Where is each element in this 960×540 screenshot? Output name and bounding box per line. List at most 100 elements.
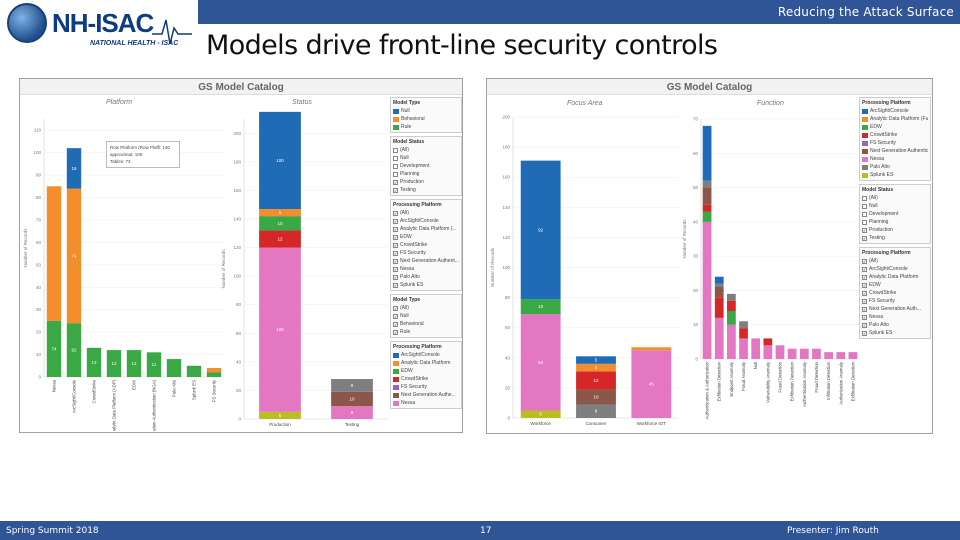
bar-segment[interactable] xyxy=(206,368,222,373)
filter-checkbox-item[interactable]: ✓ Behavioral xyxy=(393,320,459,328)
bar-segment[interactable] xyxy=(727,293,736,301)
filter-checkbox-item[interactable]: ✓ Next Generation Authent... xyxy=(393,257,459,265)
bar-segment[interactable] xyxy=(702,221,712,359)
filter-checkbox-item[interactable]: Planning xyxy=(393,170,459,178)
bar-segment[interactable] xyxy=(702,180,712,188)
checkbox-icon[interactable]: ✓ xyxy=(393,218,398,224)
filter-checkbox-item[interactable]: ✓ ArcSight/Console xyxy=(393,217,459,225)
filter-checkbox-item[interactable]: ✓ CrowdStrike xyxy=(862,289,928,297)
bar-segment[interactable] xyxy=(46,320,62,377)
checkbox-icon[interactable]: ✓ xyxy=(393,258,398,264)
bar-segment[interactable] xyxy=(86,347,102,377)
filter-checkbox-item[interactable]: ✓ EDW xyxy=(862,281,928,289)
bar-segment[interactable] xyxy=(714,297,724,318)
filter-checkbox-item[interactable]: ✓ Palo Alto xyxy=(393,273,459,281)
filter-checkbox-item[interactable]: ✓ Analytic Data Platform (... xyxy=(393,225,459,233)
checkbox-icon[interactable]: ✓ xyxy=(862,306,867,312)
bar-segment[interactable] xyxy=(775,345,785,359)
bar-segment[interactable] xyxy=(824,352,833,359)
bar-segment[interactable] xyxy=(331,406,373,419)
bar-segment[interactable] xyxy=(836,352,846,359)
bar-segment[interactable] xyxy=(631,350,672,418)
bar-segment[interactable] xyxy=(739,321,748,329)
checkbox-icon[interactable]: ✓ xyxy=(393,266,398,272)
bar-segment[interactable] xyxy=(520,160,561,300)
filter-checkbox-item[interactable]: ✓ CrowdStrike xyxy=(393,241,459,249)
bar-segment[interactable] xyxy=(259,216,301,231)
bar-segment[interactable] xyxy=(799,348,809,359)
bar-segment[interactable] xyxy=(259,209,301,217)
filter-checkbox-item[interactable]: ✓ EDW xyxy=(393,233,459,241)
checkbox-icon[interactable]: ✓ xyxy=(862,314,867,320)
bar-segment[interactable] xyxy=(714,317,724,359)
checkbox-icon[interactable]: ✓ xyxy=(393,210,398,216)
bar-segment[interactable] xyxy=(106,350,122,377)
bar-segment[interactable] xyxy=(812,348,821,359)
bar-segment[interactable] xyxy=(714,283,724,287)
bar-segment[interactable] xyxy=(702,211,712,222)
filter-checkbox-item[interactable]: Development xyxy=(862,210,928,218)
bar-segment[interactable] xyxy=(576,363,616,372)
filter-checkbox-item[interactable]: ✓ Production xyxy=(393,178,459,186)
bar-segment[interactable] xyxy=(576,404,616,418)
filter-checkbox-item[interactable]: ✓ Testing xyxy=(862,234,928,242)
filter-checkbox-item[interactable]: ✓ (All) xyxy=(393,209,459,217)
bar-segment[interactable] xyxy=(520,314,561,411)
filter-checkbox-item[interactable]: Planning xyxy=(862,218,928,226)
filter-checkbox-item[interactable]: ✓ Splunk ES xyxy=(862,329,928,337)
filter-checkbox-item[interactable]: ✓ (All) xyxy=(393,304,459,312)
checkbox-icon[interactable]: ✓ xyxy=(862,235,867,241)
filter-checkbox-item[interactable]: ✓ Null xyxy=(393,312,459,320)
checkbox-icon[interactable]: ✓ xyxy=(393,250,398,256)
bar-segment[interactable] xyxy=(186,365,202,377)
filter-checkbox-item[interactable]: ✓ Rule xyxy=(393,328,459,336)
checkbox-icon[interactable]: ✓ xyxy=(393,187,398,193)
filter-checkbox-item[interactable]: ✓ FS Security xyxy=(393,249,459,257)
checkbox-icon[interactable]: ✓ xyxy=(862,298,867,304)
bar-segment[interactable] xyxy=(714,276,724,284)
filter-checkbox-item[interactable]: ✓ Palo Alto xyxy=(862,321,928,329)
checkbox-icon[interactable]: ✓ xyxy=(393,305,398,311)
bar-segment[interactable] xyxy=(739,328,748,339)
bar-segment[interactable] xyxy=(331,379,373,392)
checkbox-icon[interactable]: ✓ xyxy=(862,290,867,296)
checkbox-icon[interactable]: ✓ xyxy=(862,227,867,233)
bar-segment[interactable] xyxy=(206,372,222,377)
filter-checkbox-item[interactable]: Null xyxy=(862,202,928,210)
checkbox-icon[interactable]: ✓ xyxy=(393,321,398,327)
bar-segment[interactable] xyxy=(727,324,736,359)
filter-checkbox-item[interactable]: ✓ Testing xyxy=(393,186,459,194)
checkbox-icon[interactable]: ✓ xyxy=(862,282,867,288)
checkbox-icon[interactable] xyxy=(862,203,867,209)
bar-segment[interactable] xyxy=(702,204,712,212)
checkbox-icon[interactable]: ✓ xyxy=(862,274,867,280)
bar-segment[interactable] xyxy=(702,125,712,181)
bar-segment[interactable] xyxy=(702,187,712,205)
checkbox-icon[interactable]: ✓ xyxy=(393,179,398,185)
filter-checkbox-item[interactable]: (All) xyxy=(862,194,928,202)
bar-segment[interactable] xyxy=(714,287,724,298)
checkbox-icon[interactable]: ✓ xyxy=(862,322,867,328)
checkbox-icon[interactable]: ✓ xyxy=(393,242,398,248)
bar-segment[interactable] xyxy=(146,352,162,377)
checkbox-icon[interactable] xyxy=(862,219,867,225)
bar-segment[interactable] xyxy=(66,188,82,324)
bar-segment[interactable] xyxy=(259,111,301,209)
bar-segment[interactable] xyxy=(66,148,82,189)
checkbox-icon[interactable] xyxy=(393,171,398,177)
bar-segment[interactable] xyxy=(259,230,301,248)
bar-segment[interactable] xyxy=(727,311,736,325)
bar-segment[interactable] xyxy=(631,347,672,351)
filter-checkbox-item[interactable]: Null xyxy=(393,154,459,162)
bar-segment[interactable] xyxy=(751,338,761,359)
checkbox-icon[interactable] xyxy=(393,147,398,153)
filter-checkbox-item[interactable]: ✓ (All) xyxy=(862,257,928,265)
bar-segment[interactable] xyxy=(66,323,82,377)
bar-segment[interactable] xyxy=(576,371,616,390)
filter-checkbox-item[interactable]: Development xyxy=(393,162,459,170)
bar-segment[interactable] xyxy=(727,300,736,311)
bar-segment[interactable] xyxy=(259,411,301,419)
bar-segment[interactable] xyxy=(331,391,373,407)
filter-checkbox-item[interactable]: ✓ Production xyxy=(862,226,928,234)
checkbox-icon[interactable] xyxy=(393,163,398,169)
